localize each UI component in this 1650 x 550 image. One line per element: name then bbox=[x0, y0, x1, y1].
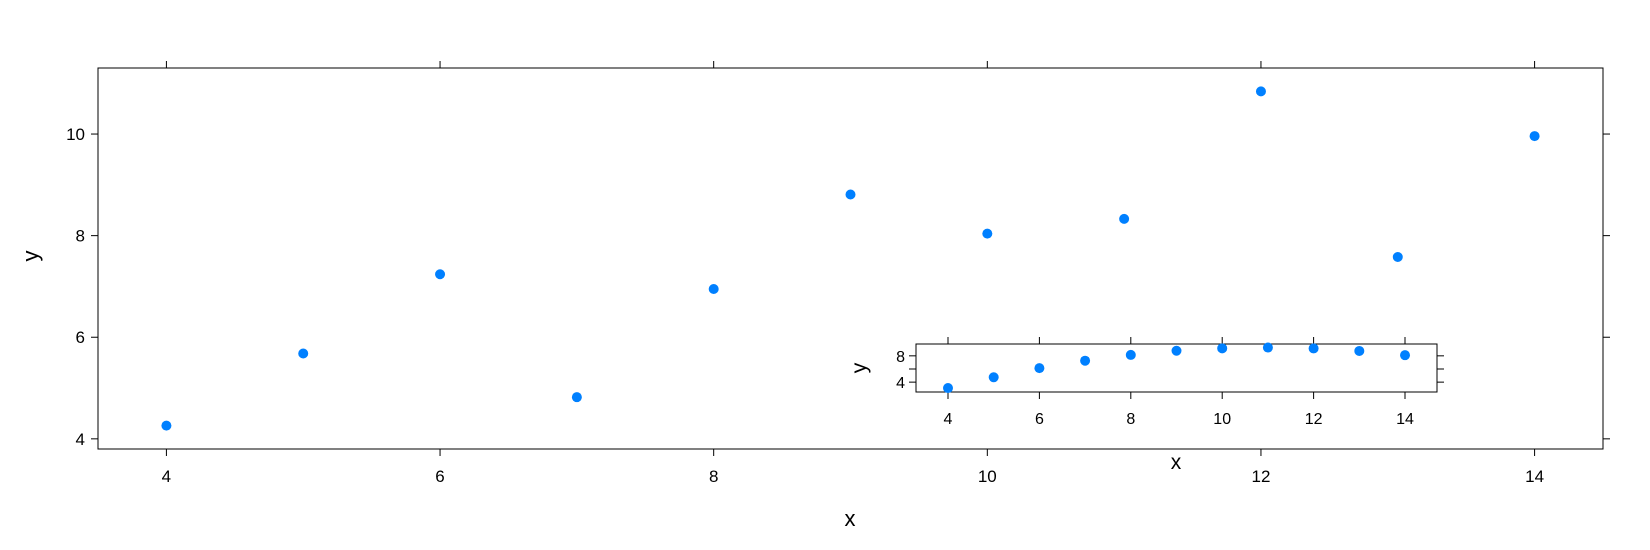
inset-data-point bbox=[1125, 349, 1136, 360]
inset-data-point bbox=[1034, 363, 1045, 374]
main-y-tick-label: 4 bbox=[76, 430, 85, 449]
inset-data-point bbox=[1217, 343, 1228, 354]
main-x-tick-label: 12 bbox=[1251, 467, 1270, 486]
inset-x-tick-label: 10 bbox=[1213, 411, 1231, 428]
inset-x-tick-label: 6 bbox=[1035, 411, 1044, 428]
main-panel: 4 6 8 10 12 14 4 6 8 10 x y bbox=[18, 61, 1610, 531]
inset-data-point bbox=[1308, 343, 1319, 354]
inset-plot-frame bbox=[915, 343, 1438, 393]
main-data-point bbox=[435, 269, 446, 280]
main-data-point bbox=[1119, 213, 1130, 224]
main-data-point bbox=[298, 348, 309, 359]
main-plot-frame bbox=[97, 67, 1604, 450]
inset-panel: 4 6 8 10 12 14 4 8 x y bbox=[848, 337, 1444, 474]
main-data-point bbox=[982, 228, 993, 239]
inset-x-axis-title: x bbox=[1171, 451, 1182, 474]
main-y-tick-label: 8 bbox=[76, 227, 85, 246]
main-data-point bbox=[571, 392, 582, 403]
inset-points bbox=[942, 342, 1411, 394]
inset-x-tick-label: 14 bbox=[1396, 411, 1414, 428]
inset-y-axis-title: y bbox=[848, 362, 871, 373]
inset-data-point bbox=[988, 372, 999, 383]
inset-data-point bbox=[1262, 342, 1273, 353]
main-x-tick-label: 14 bbox=[1525, 467, 1544, 486]
main-data-point bbox=[845, 189, 856, 200]
inset-x-tick-label: 8 bbox=[1126, 411, 1135, 428]
main-x-tick-label: 6 bbox=[435, 467, 444, 486]
inset-data-point bbox=[1171, 345, 1182, 356]
main-x-tick-label: 8 bbox=[709, 467, 718, 486]
main-data-point bbox=[161, 420, 172, 431]
inset-data-point bbox=[942, 383, 953, 394]
main-data-point bbox=[1392, 251, 1403, 262]
inset-y-tick-label: 8 bbox=[896, 349, 905, 366]
main-tick-labels: 4 6 8 10 12 14 4 6 8 10 bbox=[66, 125, 1544, 486]
main-y-tick-label: 10 bbox=[66, 125, 85, 144]
main-x-axis-title: x bbox=[845, 506, 856, 531]
main-data-point bbox=[708, 283, 719, 294]
main-data-point bbox=[1529, 131, 1540, 142]
inset-x-tick-label: 4 bbox=[944, 411, 953, 428]
main-axis-ticks bbox=[91, 61, 1610, 456]
inset-data-point bbox=[1354, 345, 1365, 356]
inset-data-point bbox=[1080, 355, 1091, 366]
inset-tick-labels: 4 6 8 10 12 14 4 8 bbox=[896, 349, 1414, 428]
main-data-point bbox=[1255, 86, 1266, 97]
main-points bbox=[161, 86, 1540, 431]
inset-y-tick-label: 4 bbox=[896, 375, 905, 392]
inset-axis-ticks bbox=[909, 337, 1444, 399]
main-x-tick-label: 10 bbox=[978, 467, 997, 486]
inset-data-point bbox=[1400, 350, 1411, 361]
main-y-tick-label: 6 bbox=[76, 328, 85, 347]
main-x-tick-label: 4 bbox=[162, 467, 171, 486]
main-y-axis-title: y bbox=[18, 251, 43, 262]
inset-x-tick-label: 12 bbox=[1305, 411, 1323, 428]
